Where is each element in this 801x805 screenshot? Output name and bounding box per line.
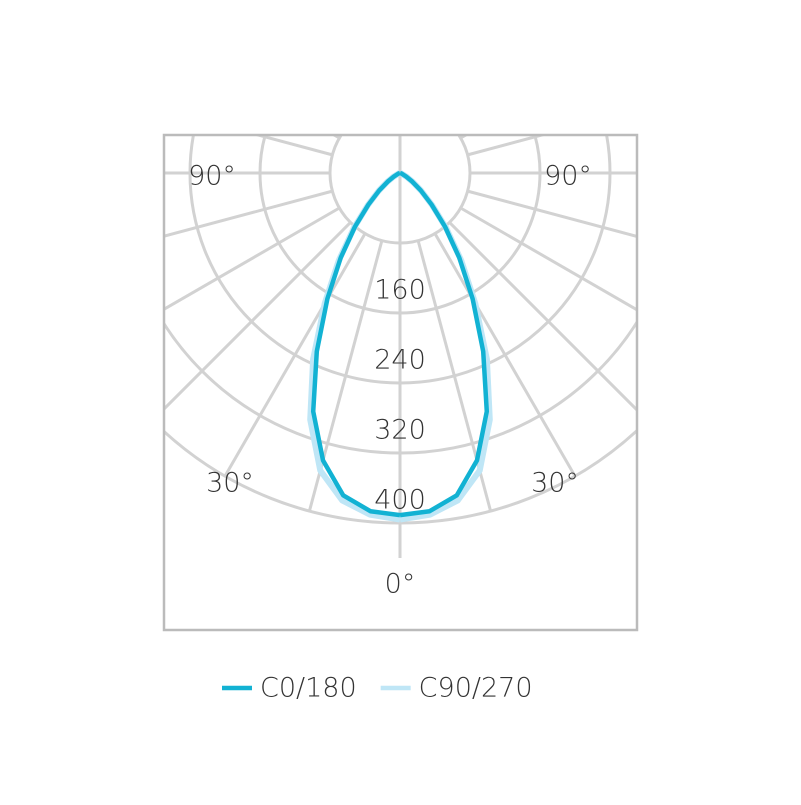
grid-spoke [223,232,367,477]
grid-spoke [459,206,636,311]
r-tick-label: 160 [374,275,426,306]
grid-spoke [256,136,333,157]
r-tick-label: 400 [374,485,426,516]
angle-label: 0° [385,569,416,600]
grid-spoke [164,206,341,311]
grid-spoke [164,189,333,238]
grid-spoke [467,136,544,157]
angle-label: 90° [188,161,236,192]
labels: 160 240 320 400 90° 90° 30° 30° 0° [188,161,592,600]
frame [162,133,639,632]
angle-label: 30° [206,468,254,499]
curves [307,170,493,523]
legend-label: C0/180 [260,673,357,704]
grid-spoke [433,232,577,477]
grid-spoke [467,189,636,238]
grid-spoke [448,221,636,412]
grid-spoke [164,221,352,412]
intensity-curve [310,170,401,518]
legend: C0/180 C90/270 [222,673,533,704]
r-tick-label: 320 [374,415,426,446]
angle-label: 30° [531,468,579,499]
intensity-curve [399,170,490,518]
grid [164,136,636,558]
r-tick-label: 240 [374,345,426,376]
angle-label: 90° [544,161,592,192]
legend-label: C90/270 [419,673,533,704]
